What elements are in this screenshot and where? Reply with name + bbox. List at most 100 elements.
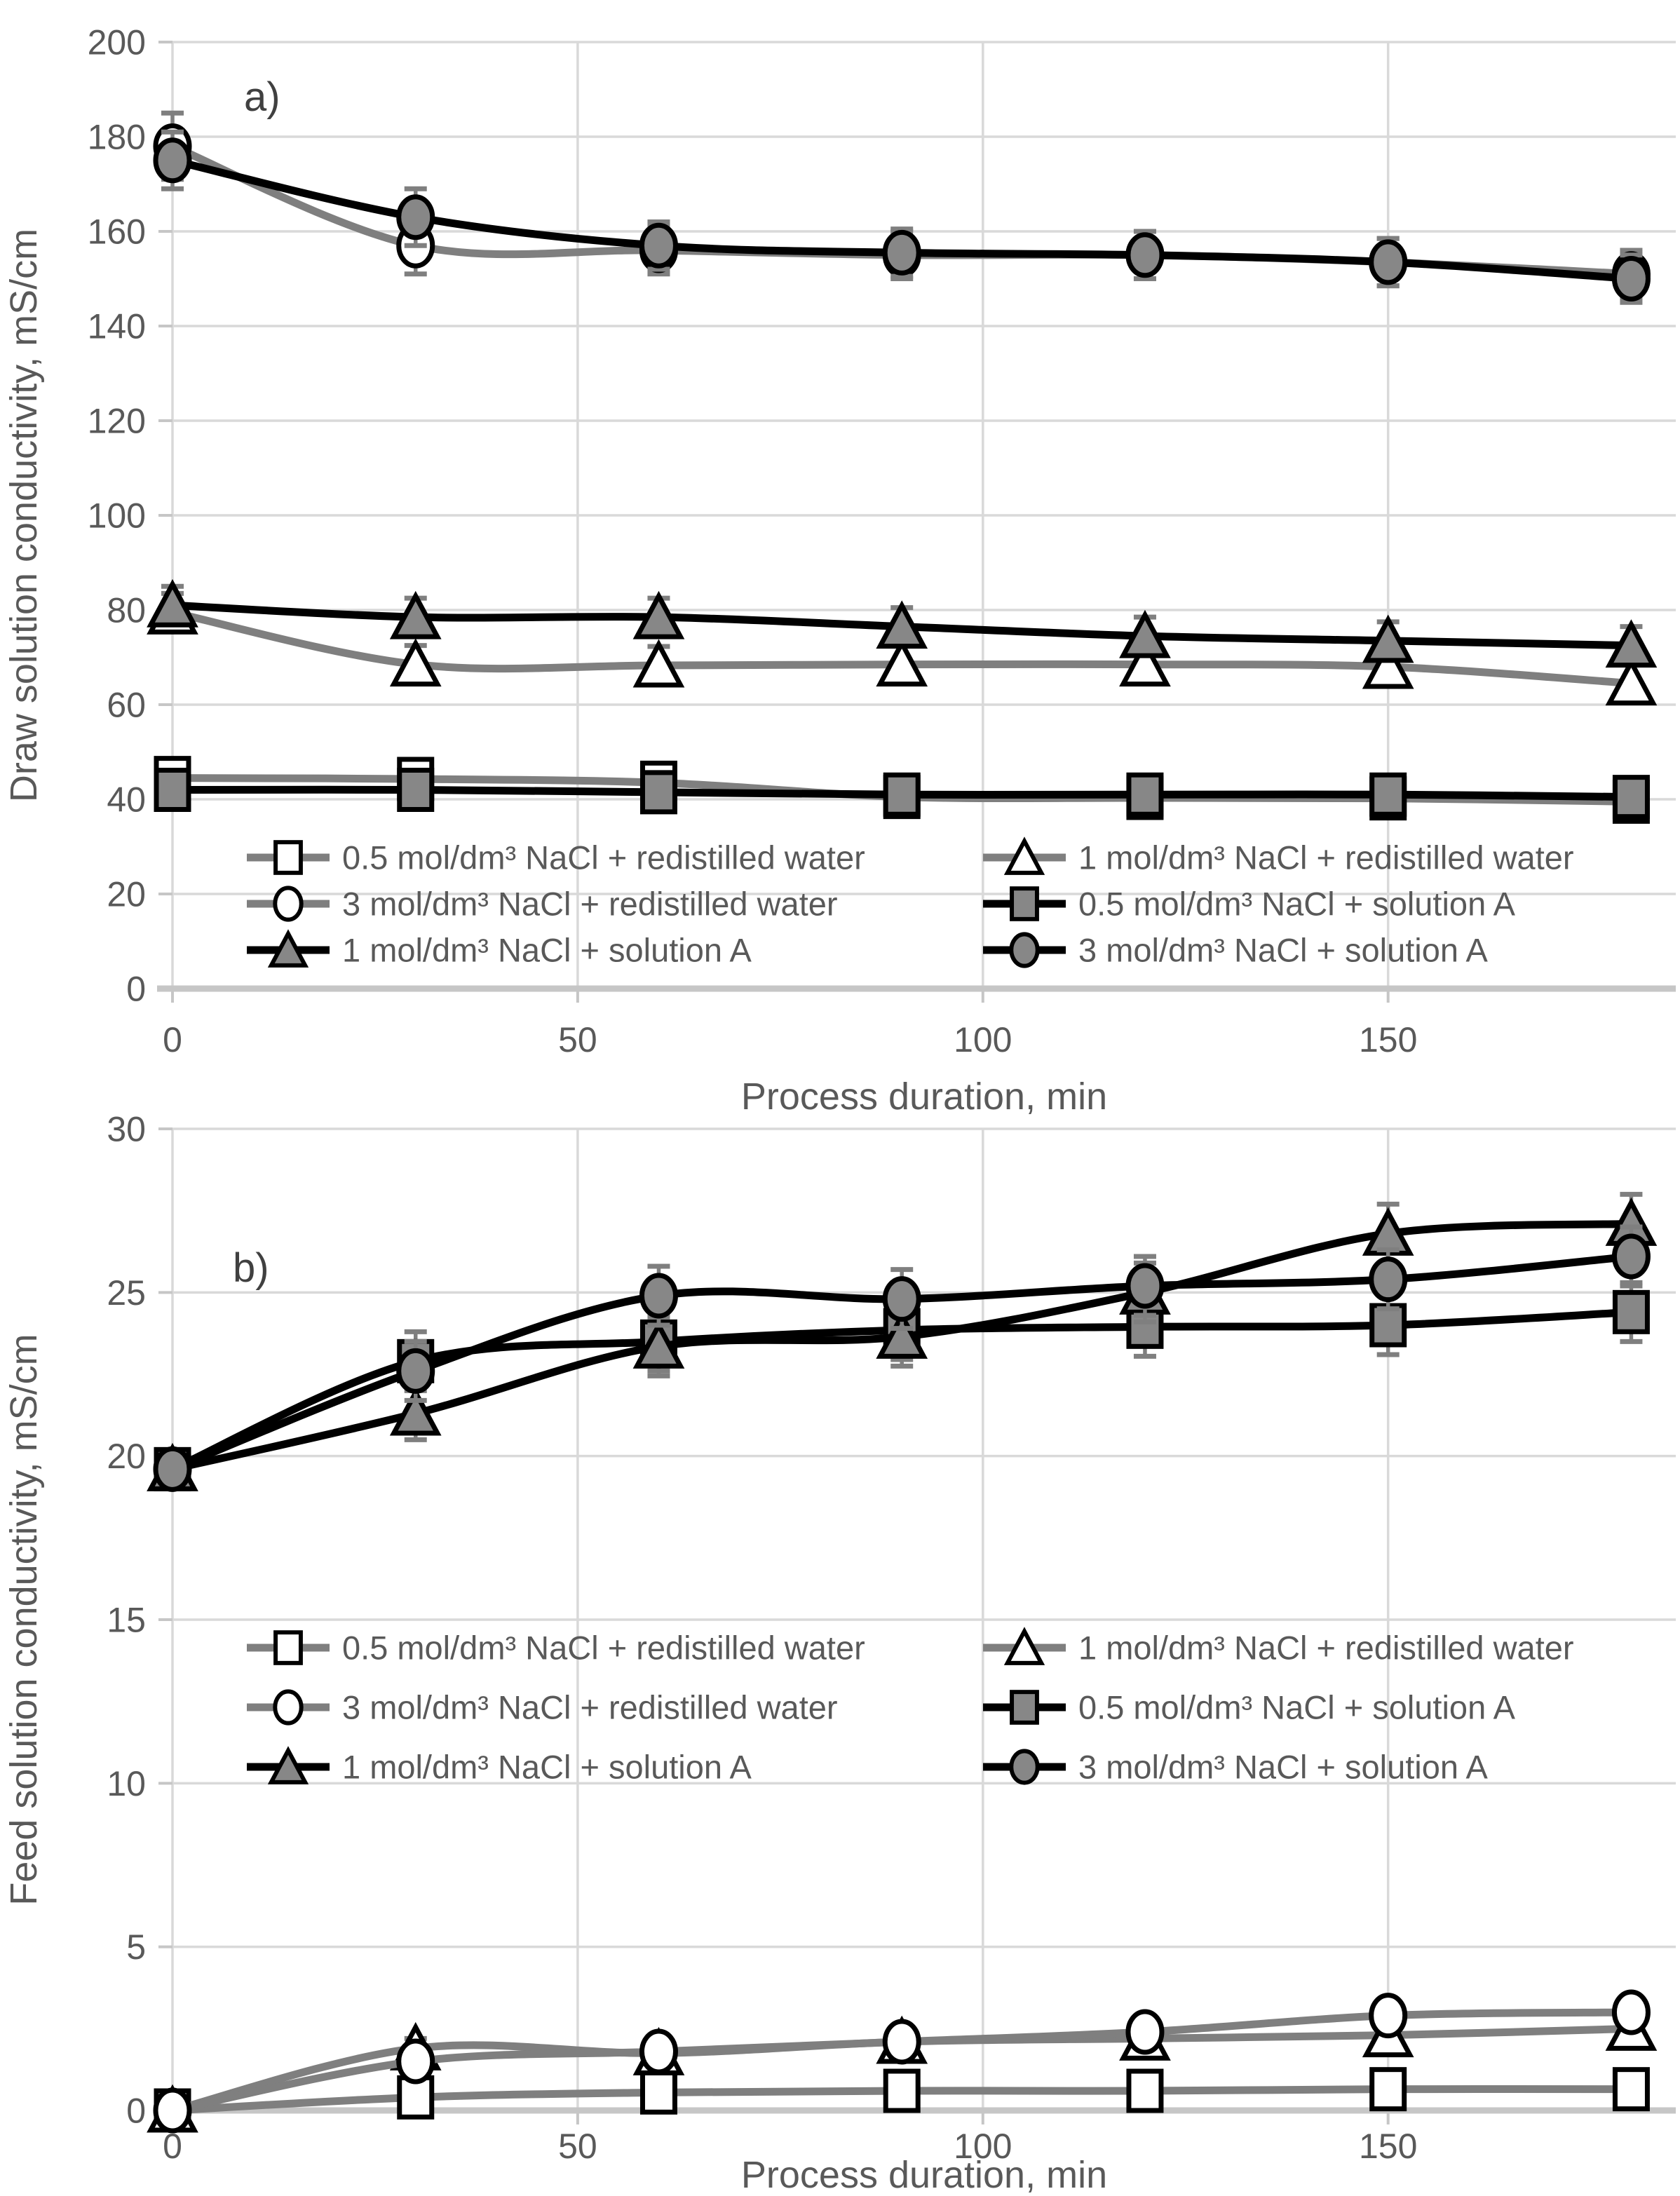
triangle-marker (1003, 836, 1045, 875)
x-tick-label: 50 (558, 1020, 597, 1059)
square-marker (397, 768, 435, 812)
legend-label: 3 mol/dm³ NaCl + redistilled water (342, 885, 838, 922)
circle-marker (1611, 256, 1651, 301)
legend-item: 0.5 mol/dm³ NaCl + redistilled water (247, 1629, 865, 1666)
circle-marker (1125, 1263, 1165, 1309)
circle-marker (1611, 1233, 1651, 1280)
legend-item: 1 mol/dm³ NaCl + redistilled water (983, 1627, 1574, 1666)
square-marker (1612, 775, 1650, 820)
y-tick-label: 140 (88, 307, 146, 346)
series-1-moldm-nacl-+-solution-a (147, 578, 1658, 668)
legend: 0.5 mol/dm³ NaCl + redistilled water 1 mo… (247, 836, 1574, 968)
legend-item: 3 mol/dm³ NaCl + redistilled water (247, 1688, 838, 1726)
y-tick-label: 180 (88, 118, 146, 157)
square-marker (1126, 2068, 1164, 2113)
square-marker (639, 770, 677, 815)
circle-marker (639, 1273, 678, 1319)
square-marker (1369, 1303, 1407, 1348)
square-marker (1369, 2067, 1407, 2112)
circle-marker (273, 1689, 304, 1726)
y-tick-label: 60 (107, 686, 146, 725)
legend-label: 1 mol/dm³ NaCl + redistilled water (1078, 839, 1574, 876)
circle-marker (1369, 239, 1408, 285)
y-tick-label: 80 (107, 591, 146, 630)
legend-label: 1 mol/dm³ NaCl + redistilled water (1078, 1629, 1574, 1666)
circle-marker (639, 2028, 678, 2075)
legend-item: 1 mol/dm³ NaCl + solution A (247, 1746, 752, 1785)
legend-item: 3 mol/dm³ NaCl + solution A (983, 931, 1488, 968)
square-marker (1369, 772, 1407, 817)
y-tick-label: 200 (88, 23, 146, 62)
triangle-marker (632, 639, 685, 688)
x-tick-label: 50 (558, 2127, 597, 2166)
square-marker (1010, 1690, 1039, 1725)
circle-marker (273, 886, 304, 922)
circle-marker (1009, 1749, 1040, 1785)
y-tick-label: 15 (107, 1601, 146, 1640)
y-tick-label: 30 (107, 1110, 146, 1149)
y-tick-label: 5 (126, 1927, 146, 1967)
triangle-marker (1119, 638, 1171, 687)
legend-item: 0.5 mol/dm³ NaCl + redistilled water (247, 839, 865, 876)
triangle-marker (389, 638, 442, 687)
y-tick-label: 0 (126, 970, 146, 1009)
legend: 0.5 mol/dm³ NaCl + redistilled water 1 mo… (247, 1627, 1574, 1785)
square-marker (273, 840, 303, 875)
triangle-marker (876, 600, 928, 649)
square-marker (1126, 772, 1164, 817)
square-marker (1612, 2067, 1650, 2112)
x-tick-label: 150 (1359, 1020, 1417, 1059)
circle-marker (1125, 232, 1165, 278)
triangle-marker (389, 590, 442, 639)
axis-ticks (158, 41, 1390, 1003)
y-tick-label: 10 (107, 1764, 146, 1803)
y-tick-label: 40 (107, 780, 146, 820)
y-axis-title-a: Draw solution conductivity, mS/cm (3, 229, 45, 802)
legend-item: 1 mol/dm³ NaCl + redistilled water (983, 836, 1574, 876)
y-tick-label: 20 (107, 875, 146, 914)
legend-label: 0.5 mol/dm³ NaCl + solution A (1078, 1688, 1516, 1726)
legend-item: 3 mol/dm³ NaCl + solution A (983, 1748, 1488, 1785)
legend-label: 1 mol/dm³ NaCl + solution A (342, 931, 752, 968)
legend-item: 0.5 mol/dm³ NaCl + solution A (983, 1688, 1516, 1726)
panel-a-letter: a) (244, 74, 280, 120)
circle-marker (1369, 1256, 1408, 1303)
tick-labels: 0 20 40 60 80 100 120 140 160 180 200 0 50 100 150 (88, 23, 1418, 1060)
x-tick-label: 100 (954, 2127, 1012, 2166)
triangle-marker (1362, 640, 1414, 689)
series-0.5-moldm-nacl-+-redistilled-water (154, 2067, 1650, 2133)
legend-label: 0.5 mol/dm³ NaCl + solution A (1078, 885, 1516, 922)
y-tick-label: 160 (88, 212, 146, 252)
triangle-marker (1362, 614, 1414, 663)
circle-marker (882, 1276, 921, 1322)
triangle-marker (632, 1320, 685, 1369)
panel-b-letter: b) (233, 1245, 269, 1291)
legend-label: 3 mol/dm³ NaCl + solution A (1078, 1748, 1488, 1785)
triangle-marker (1119, 609, 1171, 658)
x-axis-title-b: Process duration, min (741, 2154, 1107, 2196)
series-3-moldm-nacl-+-solution-a (153, 129, 1651, 305)
legend-label: 0.5 mol/dm³ NaCl + redistilled water (342, 839, 865, 876)
series-0.5-moldm-nacl-+-solution-a (154, 768, 1650, 820)
y-tick-label: 120 (88, 402, 146, 441)
square-marker (154, 768, 191, 812)
y-tick-label: 20 (107, 1437, 146, 1476)
triangle-marker (389, 1387, 442, 1436)
x-tick-label: 100 (954, 1020, 1012, 1059)
legend-label: 1 mol/dm³ NaCl + solution A (342, 1748, 752, 1785)
circle-marker (639, 222, 678, 269)
triangle-marker (267, 929, 309, 968)
triangle-marker (876, 1310, 928, 1359)
circle-marker (153, 1446, 192, 1492)
y-tick-label: 25 (107, 1273, 146, 1313)
gridlines (171, 41, 1676, 990)
triangle-marker (267, 1746, 309, 1784)
y-axis-title-b: Feed solution conductivity, mS/cm (3, 1334, 45, 1905)
x-tick-label: 0 (163, 1020, 182, 1059)
panel-a: 0 20 40 60 80 100 120 140 160 180 200 0 50 100 150 0.5 … (88, 23, 1676, 1060)
triangle-marker (1605, 657, 1658, 706)
series-3-moldm-nacl-+-redistilled-water (153, 1989, 1651, 2134)
